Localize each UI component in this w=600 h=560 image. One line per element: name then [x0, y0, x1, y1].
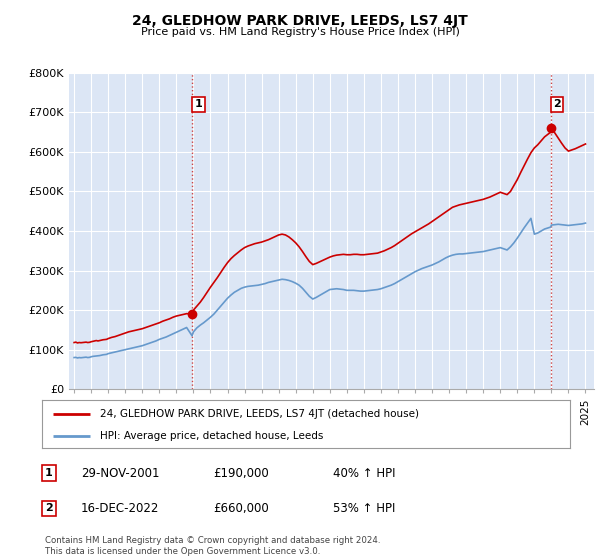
Text: 16-DEC-2022: 16-DEC-2022 — [81, 502, 160, 515]
Text: 1: 1 — [45, 468, 53, 478]
Text: HPI: Average price, detached house, Leeds: HPI: Average price, detached house, Leed… — [100, 431, 323, 441]
Text: 24, GLEDHOW PARK DRIVE, LEEDS, LS7 4JT (detached house): 24, GLEDHOW PARK DRIVE, LEEDS, LS7 4JT (… — [100, 409, 419, 419]
Text: £660,000: £660,000 — [213, 502, 269, 515]
Text: 1: 1 — [194, 100, 202, 109]
Text: 40% ↑ HPI: 40% ↑ HPI — [333, 466, 395, 480]
Text: 2: 2 — [553, 100, 561, 109]
Text: 29-NOV-2001: 29-NOV-2001 — [81, 466, 160, 480]
Text: 2: 2 — [45, 503, 53, 514]
Text: £190,000: £190,000 — [213, 466, 269, 480]
Text: Price paid vs. HM Land Registry's House Price Index (HPI): Price paid vs. HM Land Registry's House … — [140, 27, 460, 37]
Text: 53% ↑ HPI: 53% ↑ HPI — [333, 502, 395, 515]
Text: 24, GLEDHOW PARK DRIVE, LEEDS, LS7 4JT: 24, GLEDHOW PARK DRIVE, LEEDS, LS7 4JT — [132, 14, 468, 28]
Text: Contains HM Land Registry data © Crown copyright and database right 2024.
This d: Contains HM Land Registry data © Crown c… — [45, 536, 380, 556]
